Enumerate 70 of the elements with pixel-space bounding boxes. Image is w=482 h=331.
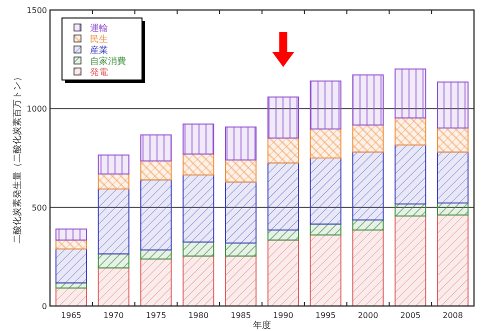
x-tick-label: 1990 <box>273 311 294 320</box>
x-tick-label: 1970 <box>103 311 124 320</box>
y-axis-title: 二酸化炭素発生量（二酸化炭素百万トン） <box>12 72 23 244</box>
x-tick-label: 2005 <box>400 311 421 320</box>
legend-label: 発電 <box>90 67 108 78</box>
x-tick-label: 2000 <box>358 311 378 320</box>
bar <box>352 152 384 220</box>
bar <box>98 154 130 174</box>
x-tick-label: 1985 <box>230 311 251 320</box>
bar <box>394 68 426 118</box>
bar <box>267 138 299 164</box>
x-tick-label: 2008 <box>442 311 463 320</box>
bar <box>225 242 257 257</box>
y-tick-label: 500 <box>32 203 47 212</box>
legend-label: 産業 <box>90 45 108 56</box>
bar <box>310 234 342 306</box>
bar <box>394 216 426 306</box>
bar <box>225 256 257 306</box>
bar <box>98 253 130 268</box>
bar <box>267 230 299 241</box>
bar <box>55 228 87 241</box>
bar <box>140 160 172 180</box>
bar <box>310 224 342 236</box>
bar <box>267 240 299 306</box>
bar <box>140 249 172 260</box>
bar <box>98 267 130 306</box>
bar <box>140 179 172 250</box>
bar <box>225 126 257 160</box>
bar <box>352 219 384 231</box>
bar <box>98 188 130 254</box>
bar <box>182 256 214 306</box>
bar <box>310 80 342 130</box>
bar <box>437 152 469 204</box>
bar <box>394 117 426 146</box>
bar <box>394 203 426 217</box>
bar <box>437 82 469 129</box>
bar <box>140 258 172 306</box>
bar <box>225 182 257 244</box>
bar <box>182 242 214 257</box>
bar <box>55 288 87 306</box>
bar <box>352 124 384 153</box>
x-tick-label: 1965 <box>61 311 82 320</box>
x-tick-label: 1995 <box>315 311 336 320</box>
legend-label: 民生 <box>90 34 108 45</box>
x-tick-label: 1975 <box>146 311 166 320</box>
bar <box>394 144 426 204</box>
bar <box>140 134 172 162</box>
x-tick-label: 1980 <box>188 311 209 320</box>
bar <box>225 159 257 183</box>
bar <box>182 154 214 176</box>
y-tick-label: 1000 <box>26 104 47 114</box>
bar <box>55 248 87 284</box>
bar <box>182 174 214 243</box>
legend-label: 運輸 <box>90 23 108 34</box>
bar <box>267 162 299 231</box>
legend-label: 自家消費 <box>90 56 126 67</box>
y-tick-label: 1500 <box>26 6 47 15</box>
bar <box>352 230 384 306</box>
bar <box>352 74 384 126</box>
bar <box>55 240 87 250</box>
bar <box>310 158 342 225</box>
bar <box>267 96 299 139</box>
bar <box>98 173 130 190</box>
bar <box>437 202 469 216</box>
x-axis-title: 年度 <box>253 320 271 331</box>
bar <box>182 124 214 155</box>
bar <box>437 214 469 306</box>
y-tick-label: 0 <box>42 302 47 311</box>
bar <box>310 128 342 158</box>
bar <box>437 128 469 153</box>
